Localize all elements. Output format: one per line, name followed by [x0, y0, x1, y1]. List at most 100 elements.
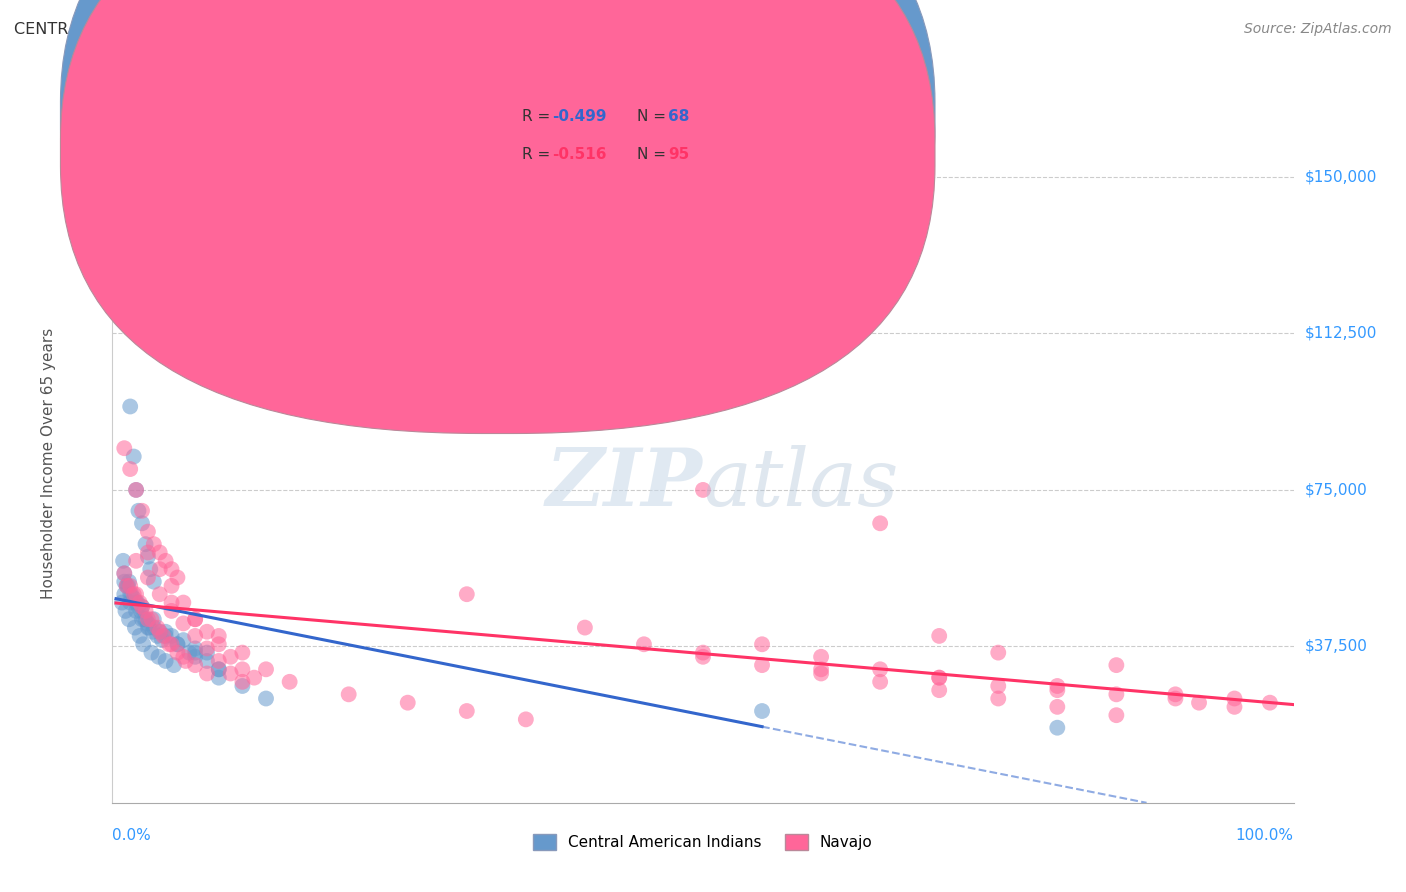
- Point: [208, 662, 231, 676]
- Point: [115, 579, 138, 593]
- Point: [208, 671, 231, 685]
- Point: [120, 587, 142, 601]
- Text: R =: R =: [522, 147, 555, 161]
- Point: [692, 649, 714, 664]
- Point: [219, 649, 242, 664]
- Point: [120, 587, 142, 601]
- Point: [141, 646, 163, 660]
- Point: [155, 624, 177, 639]
- Point: [869, 662, 891, 676]
- Point: [208, 654, 231, 668]
- Point: [633, 637, 655, 651]
- Point: [160, 596, 183, 610]
- Text: N =: N =: [637, 110, 671, 124]
- Point: [243, 671, 266, 685]
- Point: [166, 570, 188, 584]
- Point: [184, 629, 207, 643]
- Point: [396, 696, 419, 710]
- Point: [987, 646, 1010, 660]
- Point: [1223, 691, 1246, 706]
- Point: [149, 562, 172, 576]
- Point: [146, 629, 169, 643]
- Point: [810, 649, 832, 664]
- Point: [208, 662, 231, 676]
- Text: CENTRAL AMERICAN INDIAN VS NAVAJO HOUSEHOLDER INCOME OVER 65 YEARS CORRELATION C: CENTRAL AMERICAN INDIAN VS NAVAJO HOUSEH…: [14, 22, 841, 37]
- Point: [148, 649, 170, 664]
- Point: [136, 549, 159, 564]
- Point: [136, 570, 159, 584]
- Point: [184, 641, 207, 656]
- Point: [1164, 687, 1187, 701]
- Point: [125, 604, 148, 618]
- Point: [122, 450, 145, 464]
- Point: [1046, 683, 1069, 698]
- Point: [928, 629, 950, 643]
- Point: [172, 649, 194, 664]
- Point: [278, 674, 301, 689]
- Point: [254, 662, 277, 676]
- Point: [928, 671, 950, 685]
- Point: [142, 612, 165, 626]
- Point: [195, 654, 218, 668]
- Point: [1258, 696, 1281, 710]
- Point: [810, 662, 832, 676]
- Point: [172, 616, 194, 631]
- Point: [131, 599, 153, 614]
- Point: [231, 646, 253, 660]
- Point: [160, 629, 183, 643]
- Point: [142, 621, 165, 635]
- Point: [155, 554, 177, 568]
- Point: [155, 629, 177, 643]
- Point: [574, 621, 596, 635]
- Text: 100.0%: 100.0%: [1236, 828, 1294, 843]
- Point: [125, 587, 148, 601]
- Point: [112, 566, 135, 581]
- Point: [1223, 699, 1246, 714]
- Point: [138, 621, 160, 635]
- Text: $112,500: $112,500: [1305, 326, 1376, 341]
- Point: [692, 483, 714, 497]
- Point: [515, 712, 537, 726]
- Point: [122, 591, 145, 606]
- Point: [174, 654, 197, 668]
- Point: [1164, 691, 1187, 706]
- Point: [987, 691, 1010, 706]
- Text: $37,500: $37,500: [1305, 639, 1368, 654]
- Point: [160, 579, 183, 593]
- Point: [142, 574, 165, 589]
- Point: [928, 671, 950, 685]
- Point: [124, 621, 146, 635]
- Point: [208, 637, 231, 651]
- Point: [231, 662, 253, 676]
- Point: [132, 637, 155, 651]
- Point: [928, 683, 950, 698]
- Point: [869, 674, 891, 689]
- Point: [125, 483, 148, 497]
- Point: [142, 537, 165, 551]
- Text: 0.0%: 0.0%: [112, 828, 152, 843]
- Point: [1105, 708, 1128, 723]
- Point: [127, 504, 149, 518]
- Text: Householder Income Over 65 years: Householder Income Over 65 years: [41, 328, 56, 599]
- Text: 68: 68: [668, 110, 689, 124]
- Point: [120, 400, 142, 414]
- Text: -0.516: -0.516: [553, 147, 607, 161]
- Point: [172, 596, 194, 610]
- Point: [1105, 687, 1128, 701]
- Point: [128, 629, 150, 643]
- Point: [117, 579, 139, 593]
- Point: [337, 687, 360, 701]
- Point: [163, 658, 186, 673]
- Legend: Central American Indians, Navajo: Central American Indians, Navajo: [527, 828, 879, 856]
- Point: [129, 604, 152, 618]
- Text: R =: R =: [522, 110, 555, 124]
- Point: [160, 637, 183, 651]
- Point: [127, 596, 149, 610]
- Point: [184, 612, 207, 626]
- Point: [120, 462, 142, 476]
- Point: [692, 646, 714, 660]
- Point: [136, 524, 159, 539]
- Point: [152, 629, 174, 643]
- Point: [751, 637, 773, 651]
- Point: [112, 441, 135, 455]
